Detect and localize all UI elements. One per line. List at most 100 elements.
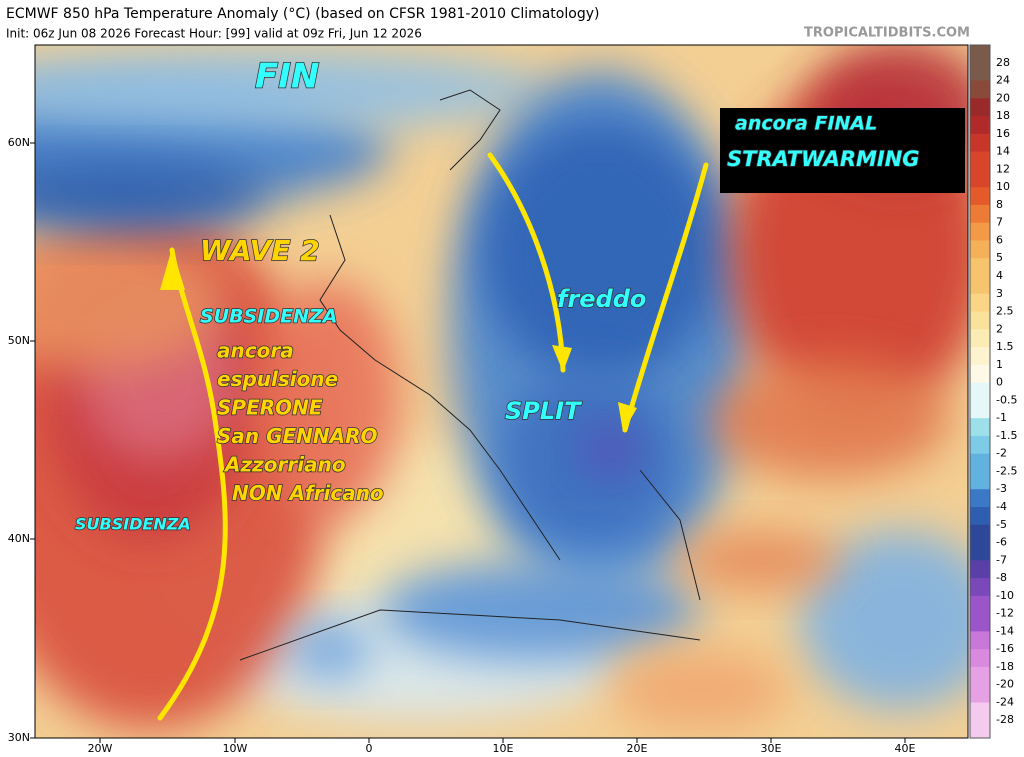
colorbar-cell xyxy=(970,293,990,313)
lon-label: 10E xyxy=(493,742,514,755)
colorbar-cell xyxy=(970,187,990,206)
colorbar-label: 14 xyxy=(996,145,1010,158)
colorbar-label: -7 xyxy=(996,553,1007,566)
annotation-box xyxy=(720,108,965,193)
colorbar-label: -1 xyxy=(996,411,1007,424)
annotation-freddo: freddo xyxy=(557,285,646,313)
colorbar-label: -3 xyxy=(996,482,1007,495)
colorbar-cell xyxy=(970,702,990,721)
colorbar-label: -6 xyxy=(996,536,1007,549)
annotation-fin: FIN xyxy=(255,57,319,97)
annotation-line: ancora xyxy=(217,339,294,363)
annotation-split: SPLIT xyxy=(505,397,582,425)
colorbar-label: 3 xyxy=(996,287,1003,300)
colorbar-cell xyxy=(970,631,990,650)
colorbar-cell xyxy=(970,578,990,597)
colorbar-label: 18 xyxy=(996,109,1010,122)
annotation-line: SPERONE xyxy=(217,396,323,420)
colorbar: 28242018161412108765432.521.510-0.5-1-1.… xyxy=(969,44,1017,739)
colorbar-cell xyxy=(970,613,990,632)
coastline xyxy=(239,89,701,661)
colorbar-cell xyxy=(970,364,990,384)
colorbar-frame xyxy=(969,44,991,739)
colorbar-cell xyxy=(970,311,990,330)
colorbar-cell xyxy=(970,542,990,561)
map-frame xyxy=(34,44,969,739)
anomaly-field xyxy=(710,360,950,480)
colorbar-cell xyxy=(970,276,990,295)
colorbar-cell xyxy=(970,382,990,401)
lon-label: 30E xyxy=(761,742,782,755)
colorbar-cell xyxy=(970,684,990,703)
colorbar-label: -16 xyxy=(996,642,1014,655)
colorbar-cell xyxy=(970,133,990,153)
anomaly-field xyxy=(35,230,230,370)
brand: TROPICALTIDBITS.COM xyxy=(804,26,970,41)
lat-label: 40N xyxy=(8,532,30,545)
annotation-line: espulsione xyxy=(217,367,338,391)
colorbar-cell xyxy=(970,471,990,490)
annotation-arrow xyxy=(157,247,228,721)
colorbar-cell xyxy=(970,169,990,188)
lon-label: 20W xyxy=(88,742,113,755)
colorbar-label: -1.5 xyxy=(996,429,1017,442)
arrow-head xyxy=(552,345,572,372)
colorbar-label: -20 xyxy=(996,678,1014,691)
lat-label: 30N xyxy=(8,731,30,744)
title: ECMWF 850 hPa Temperature Anomaly (°C) (… xyxy=(6,6,599,22)
colorbar-label: 2.5 xyxy=(996,305,1014,318)
colorbar-cell xyxy=(970,347,990,366)
anomaly-field xyxy=(610,650,790,730)
lat-label: 60N xyxy=(8,136,30,149)
colorbar-label: 4 xyxy=(996,269,1003,282)
anomaly-field xyxy=(800,530,968,710)
annotation-line: ancora FINAL xyxy=(735,113,877,135)
lon-label: 10W xyxy=(223,742,248,755)
colorbar-label: 6 xyxy=(996,233,1003,246)
colorbar-cell xyxy=(970,435,990,455)
colorbar-label: -10 xyxy=(996,589,1014,602)
annotation-arrow xyxy=(487,152,566,373)
colorbar-label: 1 xyxy=(996,358,1003,371)
lon-label: 40E xyxy=(895,742,916,755)
colorbar-label: 28 xyxy=(996,56,1010,69)
colorbar-cell xyxy=(970,400,990,419)
annotation-line: STRATWARMING xyxy=(727,147,920,171)
annotation-subsidenza: SUBSIDENZA xyxy=(200,306,337,328)
anomaly-field xyxy=(380,560,700,660)
colorbar-cell xyxy=(970,98,990,117)
anomaly-field xyxy=(480,120,720,380)
colorbar-cell xyxy=(970,329,990,348)
colorbar-label: 1.5 xyxy=(996,340,1014,353)
annotation-subsidenza: SUBSIDENZA xyxy=(75,515,191,534)
colorbar-label: -5 xyxy=(996,518,1007,531)
colorbar-label: -12 xyxy=(996,607,1014,620)
anomaly-field xyxy=(290,620,370,680)
anomaly-field xyxy=(680,530,840,590)
colorbar-cell xyxy=(970,80,990,99)
subtitle: Init: 06z Jun 08 2026 Forecast Hour: [99… xyxy=(6,27,422,41)
colorbar-label: -8 xyxy=(996,571,1007,584)
annotation-line: San GENNARO xyxy=(217,424,378,448)
colorbar-cell xyxy=(970,204,990,224)
colorbar-label: -2 xyxy=(996,447,1007,460)
colorbar-cell xyxy=(970,489,990,508)
colorbar-cell xyxy=(970,62,990,82)
colorbar-label: 5 xyxy=(996,251,1003,264)
colorbar-cell xyxy=(970,151,990,170)
colorbar-cell xyxy=(970,524,990,544)
colorbar-label: 20 xyxy=(996,91,1010,104)
colorbar-label: -4 xyxy=(996,500,1007,513)
arrow-head xyxy=(618,402,637,432)
colorbar-cell xyxy=(970,666,990,686)
colorbar-cell xyxy=(970,222,990,241)
colorbar-label: -24 xyxy=(996,695,1014,708)
anomaly-field xyxy=(580,425,640,475)
colorbar-label: 12 xyxy=(996,162,1010,175)
colorbar-cell xyxy=(970,45,990,64)
colorbar-label: -14 xyxy=(996,624,1014,637)
colorbar-cell xyxy=(970,240,990,259)
anomaly-field xyxy=(35,50,550,130)
colorbar-cell xyxy=(970,649,990,668)
